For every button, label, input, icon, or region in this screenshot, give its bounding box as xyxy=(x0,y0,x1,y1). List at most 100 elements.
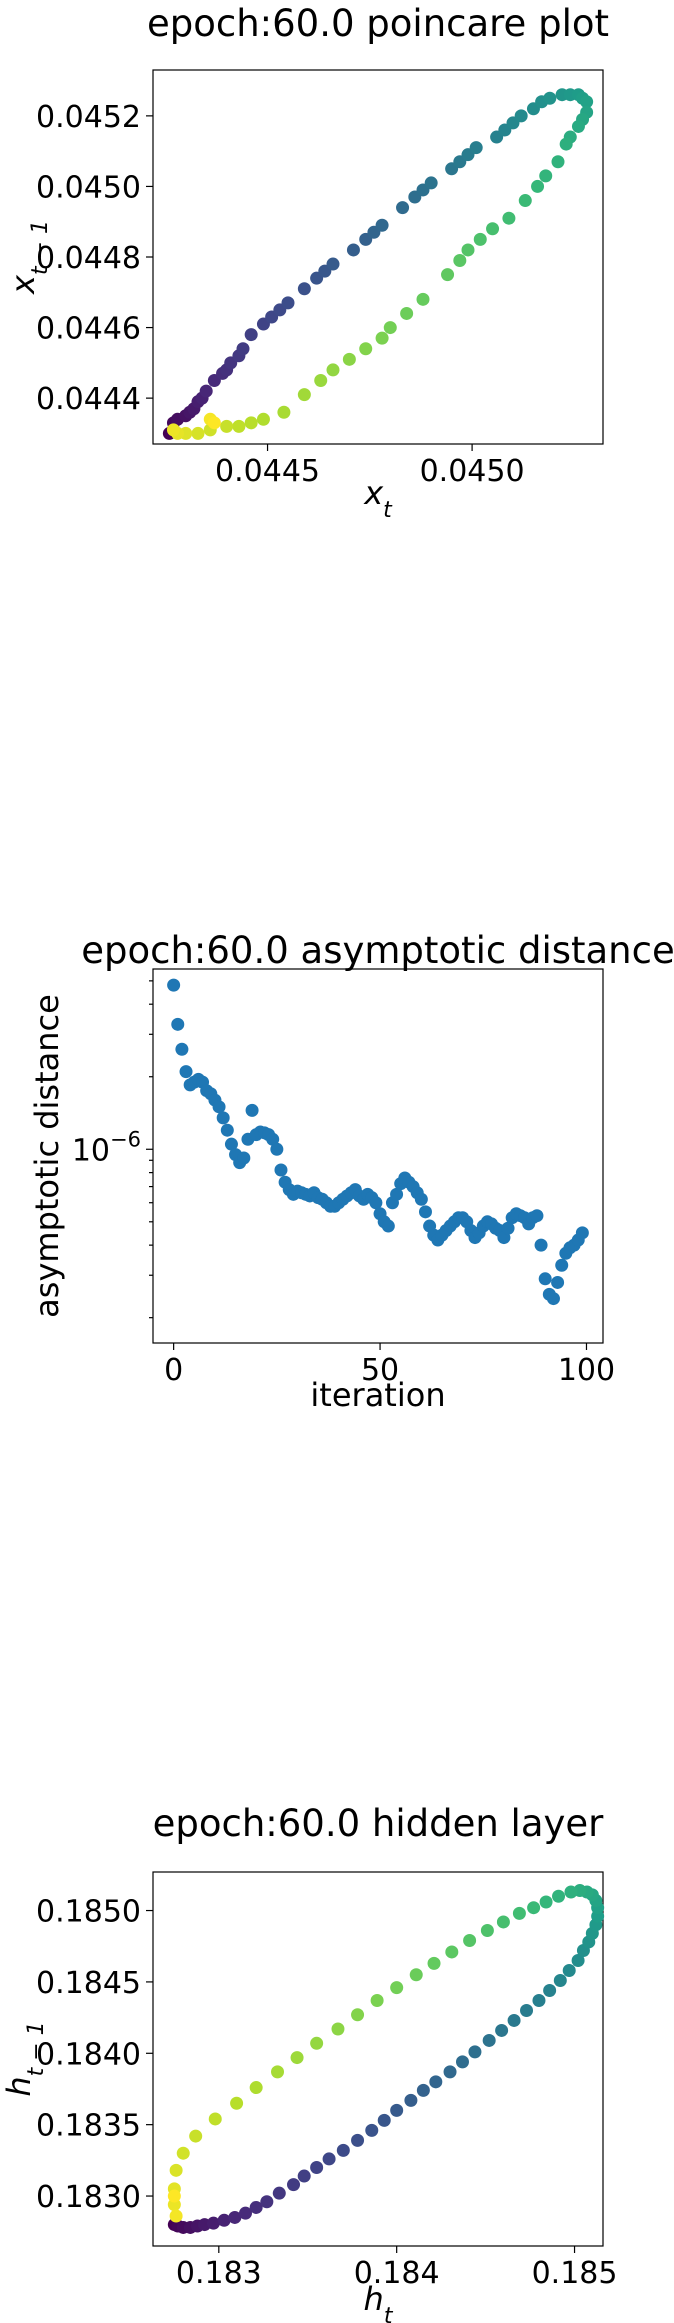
data-point xyxy=(543,91,557,105)
data-point xyxy=(534,1238,548,1252)
data-point xyxy=(501,1221,515,1235)
data-point xyxy=(377,2113,391,2127)
data-points xyxy=(167,1884,605,2234)
x-axis-label: iteration xyxy=(310,1376,445,1414)
poincare-plot-chart: epoch:60.0 poincare plot 0.0445 0.0450 0.0… xyxy=(4,2,609,520)
data-point xyxy=(297,388,311,402)
data-point xyxy=(179,1065,193,1079)
y-tick-label: 0.0452 xyxy=(36,100,141,135)
data-point xyxy=(175,1042,189,1056)
data-point xyxy=(390,1187,404,1201)
data-point xyxy=(346,243,360,257)
data-point xyxy=(418,1205,432,1219)
data-point xyxy=(532,1993,546,2007)
data-point xyxy=(326,363,340,377)
data-point xyxy=(555,1258,569,1272)
data-point xyxy=(169,2209,183,2223)
data-points xyxy=(167,978,589,1306)
data-point xyxy=(390,2103,404,2117)
data-point xyxy=(208,2112,222,2126)
x-tick-label: 0.184 xyxy=(354,2256,440,2291)
data-point xyxy=(189,2129,203,2143)
data-point xyxy=(538,1272,552,1286)
axes: 0 50 100 10−6 xyxy=(72,980,615,1388)
chart-title: epoch:60.0 poincare plot xyxy=(147,2,609,45)
data-point xyxy=(260,2195,274,2209)
data-point xyxy=(244,328,258,342)
x-axis-label: xt xyxy=(363,474,393,520)
data-point xyxy=(575,1226,589,1240)
data-point xyxy=(281,296,295,310)
data-point xyxy=(272,2186,286,2200)
data-point xyxy=(167,978,181,992)
data-point xyxy=(530,1209,544,1223)
data-point xyxy=(453,254,467,268)
data-point xyxy=(416,2083,430,2097)
y-axis-label: asymptotic distance xyxy=(28,994,66,1318)
data-point xyxy=(552,1889,566,1903)
data-points xyxy=(162,88,594,440)
data-point xyxy=(217,2213,231,2227)
data-point xyxy=(216,1111,230,1125)
data-point xyxy=(480,1924,494,1938)
data-point xyxy=(220,419,234,433)
y-tick-label: 0.0450 xyxy=(36,170,141,205)
data-point xyxy=(375,331,389,345)
data-point xyxy=(400,306,414,320)
data-point xyxy=(322,2152,336,2166)
x-tick-label: 0.0445 xyxy=(215,454,320,489)
data-point xyxy=(404,2093,418,2107)
plot-area xyxy=(152,968,604,1344)
data-point xyxy=(244,416,258,430)
y-tick-label: 0.0444 xyxy=(36,382,141,417)
data-point xyxy=(230,2096,244,2110)
data-point xyxy=(212,1100,226,1114)
data-point xyxy=(310,2036,324,2050)
y-tick-label: 0.0446 xyxy=(36,312,141,347)
data-point xyxy=(287,2178,301,2192)
data-point xyxy=(169,2163,183,2177)
y-tick-label: 0.1830 xyxy=(36,2180,141,2215)
data-point xyxy=(396,201,410,215)
data-point xyxy=(351,2133,365,2147)
y-axis-label: xt − 1 xyxy=(4,220,53,295)
asymptotic-distance-chart: epoch:60.0 asymptotic distance 0 50 100 10−… xyxy=(28,929,674,1414)
data-point xyxy=(314,373,328,387)
data-point xyxy=(176,2146,190,2160)
asymptotic-distance-panel: epoch:60.0 asymptotic distance 0 50 100 10−… xyxy=(0,925,674,1415)
data-point xyxy=(416,292,430,306)
data-point xyxy=(461,243,475,257)
data-point xyxy=(191,426,205,440)
plot-area xyxy=(152,1871,604,2247)
data-point xyxy=(539,1895,553,1909)
data-point xyxy=(297,2169,311,2183)
data-point xyxy=(256,412,270,426)
x-tick-label: 0 xyxy=(164,1353,183,1388)
hidden-layer-chart: epoch:60.0 hidden layer 0.183 0.184 0.1850… xyxy=(0,1802,617,2323)
data-point xyxy=(238,2206,252,2220)
x-tick-label: 50 xyxy=(361,1353,399,1388)
data-point xyxy=(551,155,565,169)
data-point xyxy=(520,2003,534,2017)
data-point xyxy=(441,268,455,282)
data-point xyxy=(559,137,573,151)
data-point xyxy=(551,1275,565,1289)
axes: 0.183 0.184 0.185 0.1830 0.1835 0.1840 0.1845 0… xyxy=(36,1895,617,2291)
data-point xyxy=(383,321,397,335)
data-point xyxy=(370,1993,384,2007)
data-point xyxy=(232,419,246,433)
chart-title: epoch:60.0 asymptotic distance xyxy=(81,929,674,972)
data-point xyxy=(266,1132,280,1146)
data-point xyxy=(245,1103,259,1117)
data-point xyxy=(310,2160,324,2174)
data-point xyxy=(539,169,553,183)
data-point xyxy=(375,218,389,232)
data-point xyxy=(455,2055,469,2069)
data-point xyxy=(518,194,532,208)
data-point xyxy=(514,109,528,123)
data-point xyxy=(166,423,180,437)
data-point xyxy=(531,179,545,193)
data-point xyxy=(228,2210,242,2224)
data-point xyxy=(359,342,373,356)
data-point xyxy=(496,1915,510,1929)
